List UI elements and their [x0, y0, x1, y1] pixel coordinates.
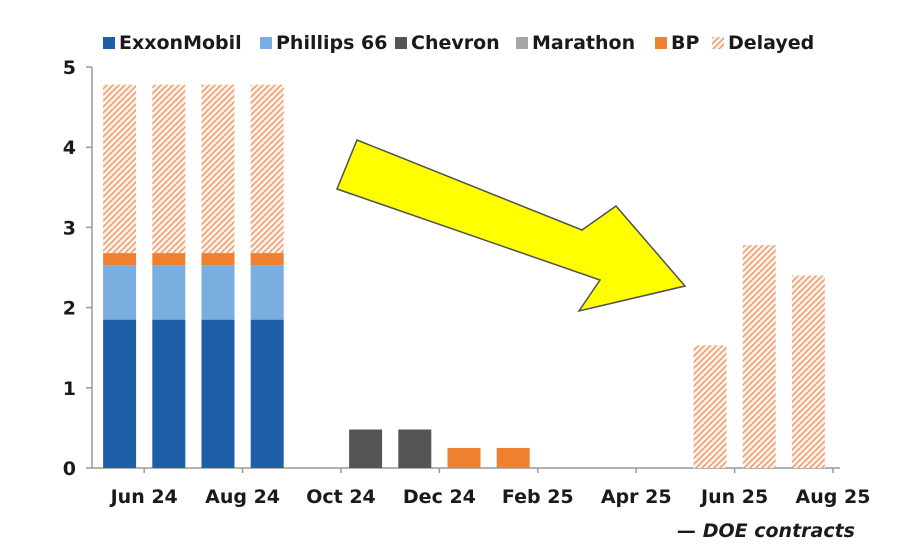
bar-delayed-aug-25 — [791, 275, 825, 468]
x-tick-label: Aug 25 — [796, 486, 871, 508]
y-tick-label: 0 — [63, 458, 76, 480]
y-axis-ticks: 0 1 2 3 4 5 — [63, 57, 92, 480]
legend-label-chevron: Chevron — [411, 32, 500, 54]
x-tick-label: Apr 25 — [601, 486, 672, 508]
legend: ExxonMobil Phillips 66 Chevron Marathon BP De… — [103, 32, 814, 54]
bar-phillips-66-jul-24 — [152, 265, 186, 320]
legend-swatch-marathon — [516, 37, 528, 49]
bar-exxonmobil-jun-24 — [103, 319, 137, 468]
bar-bp-jun-24 — [103, 253, 137, 266]
bar-delayed-jun-25 — [693, 345, 727, 468]
bar-delayed-jul-25 — [742, 245, 776, 468]
legend-label-delayed: Delayed — [728, 32, 814, 54]
legend-swatch-bp — [655, 37, 667, 49]
legend-swatch-exxonmobil — [103, 37, 115, 49]
legend-label-bp: BP — [671, 32, 699, 54]
x-axis-ticks: Jun 24 Aug 24 Oct 24 Dec 24 Feb 25 Apr 25 Jun … — [109, 468, 871, 508]
arrow-shape — [336, 139, 687, 313]
x-tick-label: Jun 24 — [109, 486, 178, 508]
y-tick-label: 2 — [63, 298, 76, 320]
bar-phillips-66-sep-24 — [250, 265, 284, 320]
bar-phillips-66-aug-24 — [201, 265, 235, 320]
bar-chevron-dec-24 — [398, 429, 432, 468]
legend-swatch-delayed — [712, 37, 724, 49]
bar-phillips-66-jun-24 — [103, 265, 137, 320]
source-note: — DOE contracts — [677, 520, 855, 542]
bar-chevron-nov-24 — [349, 429, 383, 468]
legend-swatch-phillips-66 — [260, 37, 272, 49]
x-tick-label: Dec 24 — [403, 486, 476, 508]
y-tick-label: 4 — [63, 137, 76, 159]
bar-exxonmobil-aug-24 — [201, 319, 235, 468]
bars — [103, 84, 825, 468]
legend-label-phillips-66: Phillips 66 — [276, 32, 387, 54]
x-tick-label: Oct 24 — [306, 486, 376, 508]
bar-bp-jan-25 — [447, 447, 481, 468]
bar-exxonmobil-jul-24 — [152, 319, 186, 468]
bar-exxonmobil-sep-24 — [250, 319, 284, 468]
bar-bp-aug-24 — [201, 253, 235, 266]
x-tick-label: Feb 25 — [502, 486, 574, 508]
y-tick-label: 3 — [63, 217, 76, 239]
bar-delayed-sep-24 — [250, 84, 284, 254]
bar-bp-sep-24 — [250, 253, 284, 266]
x-tick-label: Jun 25 — [699, 486, 768, 508]
bar-delayed-jun-24 — [103, 84, 137, 254]
bar-delayed-jul-24 — [152, 84, 186, 254]
legend-swatch-chevron — [395, 37, 407, 49]
legend-label-marathon: Marathon — [532, 32, 635, 54]
highlight-arrow — [336, 139, 687, 313]
bar-bp-jul-24 — [152, 253, 186, 266]
bar-bp-feb-25 — [496, 447, 530, 468]
bar-delayed-aug-24 — [201, 84, 235, 254]
x-tick-label: Aug 24 — [205, 486, 280, 508]
legend-label-exxonmobil: ExxonMobil — [119, 32, 242, 54]
y-tick-label: 5 — [63, 57, 76, 79]
y-tick-label: 1 — [63, 378, 76, 400]
